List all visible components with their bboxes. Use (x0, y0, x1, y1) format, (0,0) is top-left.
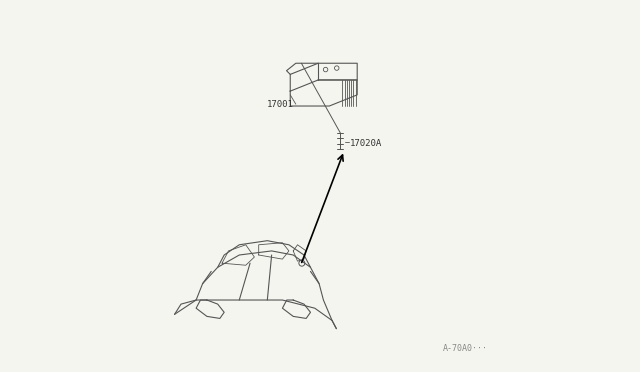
Text: 17001: 17001 (267, 100, 294, 109)
Text: 17020A: 17020A (349, 139, 382, 148)
Text: A-70A0···: A-70A0··· (442, 344, 488, 353)
